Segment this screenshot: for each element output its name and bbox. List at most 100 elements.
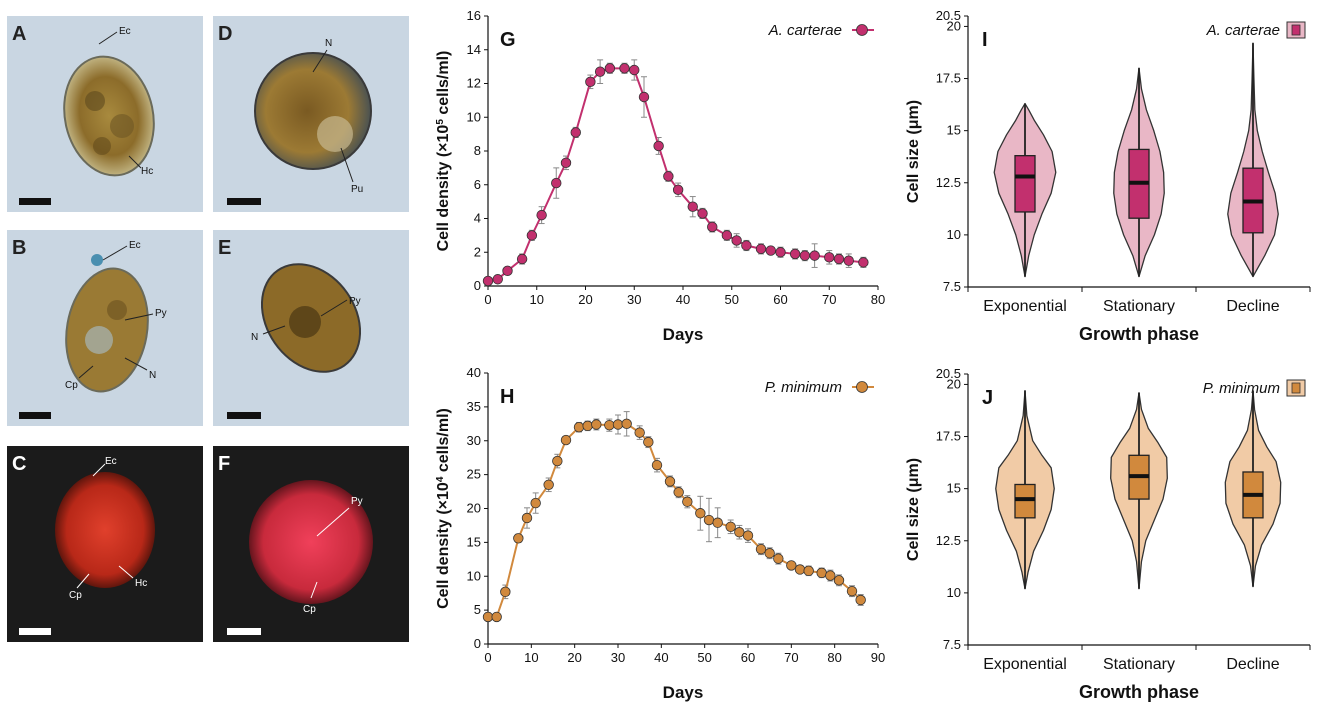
data-point bbox=[755, 243, 767, 255]
iqr-box bbox=[1014, 483, 1036, 519]
label-f-0: Py bbox=[351, 496, 363, 507]
legend-label: A. carterae bbox=[1206, 22, 1280, 39]
y-tick-label: 15 bbox=[467, 534, 481, 549]
legend-marker bbox=[856, 381, 868, 393]
label-a-1: Hc bbox=[141, 166, 153, 177]
y-tick-label: 10 bbox=[467, 568, 481, 583]
y-tick-label: 4 bbox=[474, 211, 481, 226]
data-point bbox=[530, 497, 541, 509]
label-e-0: N bbox=[251, 332, 258, 343]
data-point bbox=[731, 235, 742, 246]
data-point bbox=[825, 570, 836, 581]
panel-letter: G bbox=[500, 29, 516, 51]
micrograph-c: Ec Hc Cp C bbox=[7, 446, 203, 642]
data-point bbox=[560, 434, 572, 446]
data-point bbox=[643, 436, 654, 448]
data-point bbox=[560, 157, 572, 169]
y-tick-label: 16 bbox=[467, 8, 481, 23]
data-point bbox=[741, 240, 752, 251]
data-point bbox=[492, 274, 503, 285]
label-c-1: Hc bbox=[135, 578, 147, 589]
y-tick-label: 2 bbox=[474, 244, 481, 259]
data-point bbox=[703, 514, 715, 526]
label-b-0: Ec bbox=[129, 240, 141, 251]
label-e-1: Py bbox=[349, 296, 361, 307]
category-label: Stationary bbox=[1103, 656, 1175, 673]
data-point bbox=[516, 253, 528, 265]
cell-body bbox=[55, 472, 155, 588]
legend-label: P. minimum bbox=[1203, 380, 1280, 397]
x-axis-label: Growth phase bbox=[1079, 324, 1199, 344]
data-point bbox=[604, 63, 616, 74]
data-point bbox=[634, 427, 645, 438]
micrograph-f: Py Cp F bbox=[213, 446, 409, 642]
x-tick-label: 80 bbox=[827, 650, 841, 665]
micrograph-b: Ec Py Cp N B bbox=[7, 230, 203, 426]
scale-bar bbox=[227, 628, 261, 635]
x-tick-label: 70 bbox=[784, 650, 798, 665]
x-tick-label: 40 bbox=[654, 650, 668, 665]
data-point bbox=[833, 253, 845, 265]
data-point bbox=[712, 517, 723, 528]
x-tick-label: 0 bbox=[484, 650, 491, 665]
y-tick-label: 30 bbox=[467, 433, 481, 448]
data-point bbox=[604, 419, 615, 431]
x-tick-label: 70 bbox=[822, 292, 836, 307]
data-point bbox=[697, 208, 708, 219]
legend-label: P. minimum bbox=[765, 379, 842, 396]
legend-marker bbox=[856, 24, 868, 36]
data-point bbox=[734, 527, 745, 538]
panel-g: 0 10 20 30 40 50 60 70 80 0 2 4 6 8 10 12 14 16 Days Cell d… bbox=[435, 8, 886, 344]
series-line bbox=[487, 67, 864, 282]
data-point bbox=[653, 140, 664, 152]
y-tick-label: 25 bbox=[467, 467, 481, 482]
scale-bar bbox=[227, 198, 261, 205]
panel-letter-a: A bbox=[12, 23, 26, 45]
y-tick-label: 40 bbox=[467, 365, 481, 380]
category-label: Decline bbox=[1226, 656, 1279, 673]
data-point bbox=[482, 611, 494, 623]
data-point bbox=[526, 230, 538, 241]
data-point bbox=[803, 565, 814, 577]
data-point bbox=[619, 63, 630, 74]
y-tick-label: 35 bbox=[467, 399, 481, 414]
iqr-box bbox=[1014, 155, 1036, 213]
x-tick-label: 0 bbox=[484, 292, 491, 307]
data-point bbox=[591, 419, 602, 430]
data-point bbox=[755, 543, 767, 555]
panel-letter-f: F bbox=[218, 453, 230, 475]
label-b-1: Py bbox=[155, 308, 167, 319]
y-tick-label: 15 bbox=[947, 123, 961, 138]
data-point bbox=[833, 575, 845, 586]
data-point bbox=[543, 479, 554, 490]
y-tick-label: 20 bbox=[947, 376, 961, 391]
y-axis-label: Cell density (×104 cells/ml) bbox=[435, 408, 453, 609]
x-tick-label: 40 bbox=[676, 292, 690, 307]
data-point bbox=[846, 585, 858, 597]
y-tick-label: 12 bbox=[467, 76, 481, 91]
data-point bbox=[651, 459, 663, 471]
x-axis-label: Days bbox=[663, 683, 704, 702]
data-point bbox=[855, 594, 866, 606]
data-point bbox=[582, 420, 593, 432]
data-point bbox=[570, 127, 581, 138]
x-tick-label: 20 bbox=[567, 650, 581, 665]
label-c-0: Ec bbox=[105, 456, 117, 467]
y-tick-label: 17.5 bbox=[936, 71, 961, 86]
data-point bbox=[765, 245, 776, 256]
y-tick-label: 10 bbox=[947, 585, 961, 600]
data-point bbox=[663, 171, 674, 182]
micrograph-d: N Pu D bbox=[213, 16, 409, 212]
panel-letter: J bbox=[982, 387, 993, 409]
data-point bbox=[816, 567, 827, 579]
data-point bbox=[585, 76, 596, 88]
legend-label: A. carterae bbox=[768, 22, 842, 39]
category-label: Exponential bbox=[983, 298, 1067, 315]
data-point bbox=[500, 586, 511, 598]
data-point bbox=[521, 512, 533, 524]
series-line bbox=[488, 422, 862, 618]
x-tick-label: 20 bbox=[578, 292, 592, 307]
y-tick-label: 0 bbox=[474, 278, 481, 293]
x-axis-label: Days bbox=[663, 325, 704, 344]
